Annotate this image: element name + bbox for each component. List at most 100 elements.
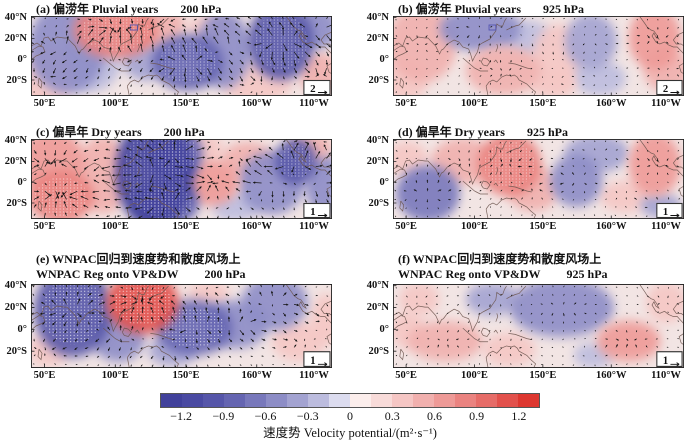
colorbar-segment [392, 394, 413, 407]
y-tick-label: 20°S [368, 345, 389, 357]
colorbar-segment [203, 394, 224, 407]
colorbar-segment [434, 394, 455, 407]
ref-vector-box: 1 [303, 202, 331, 219]
ref-vector-value: 2 [310, 83, 316, 95]
map-frame [393, 16, 684, 96]
x-tick-label: 160°W [596, 98, 627, 109]
anomaly-center [395, 165, 460, 219]
significance-stipple [113, 284, 172, 326]
wind-vector-field [31, 284, 329, 368]
y-tick-label: 20°S [368, 197, 389, 209]
ref-vector-box: 2 [656, 79, 683, 96]
pressure-level-label: 925 hPa [526, 125, 568, 139]
colorbar-segment [224, 394, 245, 407]
x-tick-label: 160°W [241, 370, 272, 381]
ref-vector-value: 1 [310, 206, 316, 218]
x-tick-label: 100°E [460, 221, 488, 232]
y-tick-label: 20°N [366, 32, 389, 44]
y-tick-label: 40°N [366, 280, 389, 292]
anomaly-center [564, 16, 618, 70]
colorbar-segment [266, 394, 287, 407]
y-tick-label: 40°N [366, 135, 389, 147]
x-tick-label: 160°W [241, 98, 272, 109]
y-tick-label: 0° [17, 176, 27, 188]
x-tick-label: 100°E [460, 370, 488, 381]
colorbar-tick-label: −1.2 [170, 409, 192, 423]
ref-vector-box: 2 [303, 79, 331, 96]
x-tick-label: 50°E [395, 221, 417, 232]
significance-stipple [123, 139, 186, 214]
colorbar-segment [476, 394, 497, 407]
panel-a-title: (a) 偏涝年 Pluvial years 200 hPa [36, 2, 221, 16]
y-tick-label: 40°N [4, 280, 27, 292]
y-tick-label: 0° [17, 53, 27, 65]
anomaly-center [628, 16, 682, 71]
anomaly-center [596, 320, 661, 362]
colorbar-tick-label: −0.3 [296, 409, 319, 423]
map-panel-c: 1 [31, 139, 332, 219]
y-tick-label: 20°S [368, 74, 389, 86]
map-frame [31, 16, 332, 96]
ref-vector-arrow [670, 213, 680, 218]
colorbar-segment [371, 394, 392, 407]
colorbar-tick-label: 1.2 [511, 409, 527, 423]
y-tick-label: 0° [379, 53, 389, 65]
map-panel-b: 2 [393, 16, 684, 96]
map-frame [393, 139, 684, 219]
x-tick-label: 100°E [101, 98, 129, 109]
y-tick-label: 20°N [366, 302, 389, 314]
panel-title-text: (d) 偏旱年 Dry years [398, 125, 505, 139]
colorbar-segment [518, 394, 539, 407]
anomaly-center [573, 60, 626, 96]
wind-vector-field [33, 139, 332, 219]
pressure-level-label: 200 hPa [180, 2, 222, 16]
y-tick-label: 40°N [4, 12, 27, 24]
ref-vector-box: 1 [656, 351, 683, 368]
ref-vector-arrow [670, 362, 680, 367]
y-tick-label: 20°S [6, 197, 27, 209]
y-tick-label: 20°S [6, 74, 27, 86]
pressure-level-label: 200 hPa [163, 125, 205, 139]
colorbar-tick-label: 0.9 [469, 409, 485, 423]
panel-title-text: (a) 偏涝年 Pluvial years [36, 2, 159, 16]
anomaly-center [550, 154, 603, 207]
colorbar-caption: 速度势 Velocity potential/(m²·s⁻¹) [263, 426, 437, 440]
x-tick-label: 110°W [299, 98, 329, 109]
x-tick-label: 150°E [172, 221, 200, 232]
x-tick-label: 110°W [651, 98, 681, 109]
map-panel-f: 1 [393, 284, 684, 368]
y-tick-label: 20°N [366, 155, 389, 167]
ref-vector-arrow [317, 213, 328, 218]
x-tick-label: 50°E [33, 370, 56, 381]
pressure-level-label: 925 hPa [543, 2, 585, 16]
anomaly-center [407, 320, 484, 362]
colorbar-segment [161, 394, 182, 407]
colorbar-segment [350, 394, 371, 407]
x-tick-label: 160°W [241, 221, 272, 232]
anomaly-center [465, 284, 519, 316]
map-panel-e: 1 [31, 284, 332, 368]
ref-vector-value: 2 [663, 83, 668, 95]
x-tick-label: 110°W [651, 221, 681, 232]
panel-f-title: (f) WNPAC回归到速度势和散度风场上 [398, 252, 601, 266]
x-tick-label: 160°W [596, 221, 627, 232]
colorbar-tick-label: −0.6 [254, 409, 277, 423]
colorbar-segment [413, 394, 434, 407]
x-tick-label: 110°W [299, 221, 329, 232]
anomaly-center [398, 284, 440, 316]
y-tick-label: 20°N [4, 32, 27, 44]
pressure-level-label: 200 hPa [204, 267, 246, 281]
colorbar-segment [497, 394, 518, 407]
y-tick-label: 20°N [4, 155, 27, 167]
ref-vector-arrow [317, 90, 328, 95]
y-tick-label: 20°N [4, 302, 27, 314]
panel-title-text: (f) WNPAC回归到速度势和散度风场上 [398, 252, 602, 266]
colorbar-tick-label: 0 [347, 409, 353, 423]
x-tick-label: 50°E [33, 221, 56, 232]
x-tick-label: 100°E [101, 370, 129, 381]
anomaly-center [509, 284, 615, 338]
anomaly-center [483, 332, 536, 367]
colorbar-tick-label: 0.6 [426, 409, 442, 423]
y-tick-label: 0° [17, 323, 27, 335]
x-tick-label: 110°W [651, 370, 681, 381]
